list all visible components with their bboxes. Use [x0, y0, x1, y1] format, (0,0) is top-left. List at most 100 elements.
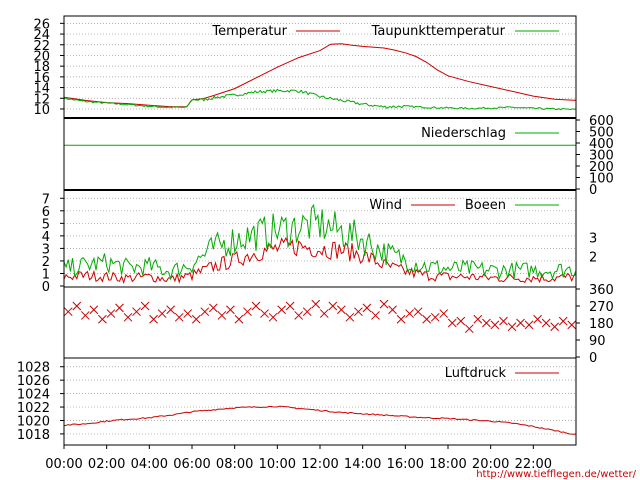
xtick-label-6: 12:00	[301, 457, 338, 472]
ytick-label-wind-4: 4	[42, 230, 50, 245]
scatter-mark-wind_direction-14	[183, 309, 193, 318]
scatter-mark-wind_direction-53	[516, 318, 525, 328]
scatter-mark-wind_direction-33	[345, 312, 355, 322]
ytick-label-wind_direction-3: 270	[589, 300, 614, 315]
xtick-label-1: 02:00	[88, 457, 125, 472]
xtick-label-0: 00:00	[45, 457, 82, 472]
ytick-label-wind-2: 2	[42, 255, 50, 270]
xtick-label-3: 06:00	[173, 457, 210, 472]
scatter-mark-wind_direction-52	[507, 322, 517, 332]
source-url: http://www.tiefflegen.de/wetter/	[476, 469, 636, 480]
scatter-mark-wind_direction-36	[371, 311, 380, 320]
ytick-label-precipitation-3: 300	[589, 149, 614, 164]
right-tick-label-wind-0: 2	[589, 251, 597, 266]
scatter-mark-wind_direction-23	[260, 309, 269, 318]
ytick-label-pressure-2: 1022	[17, 401, 50, 416]
scatter-mark-wind_direction-40	[405, 309, 414, 318]
scatter-mark-wind_direction-54	[524, 320, 534, 330]
xtick-label-10: 20:00	[472, 457, 509, 472]
legend-label-luftdruck: Luftdruck	[445, 366, 507, 381]
legend-label-niederschlag: Niederschlag	[421, 126, 506, 141]
scatter-mark-wind_direction-37	[379, 299, 389, 309]
ytick-label-wind-1: 1	[42, 267, 50, 282]
ytick-label-temperature-5: 20	[33, 49, 50, 64]
series-line-pressure-0	[63, 405, 577, 435]
scatter-mark-wind_direction-31	[328, 301, 338, 311]
xtick-label-8: 16:00	[387, 457, 424, 472]
scatter-mark-wind_direction-12	[166, 305, 176, 315]
ytick-label-wind_direction-2: 180	[589, 317, 614, 332]
scatter-mark-wind_direction-15	[191, 314, 201, 324]
ytick-label-pressure-1: 1020	[17, 414, 50, 429]
scatter-mark-wind_direction-38	[388, 305, 397, 315]
right-tick-label-wind-1: 3	[589, 232, 597, 247]
ytick-label-pressure-0: 1018	[17, 428, 50, 443]
scatter-mark-wind_direction-32	[336, 305, 346, 315]
scatter-mark-wind_direction-21	[243, 307, 252, 317]
legend-label-wind: Wind	[369, 198, 402, 213]
ytick-label-temperature-4: 18	[33, 60, 50, 75]
scatter-mark-wind_direction-48	[473, 314, 483, 324]
ytick-label-pressure-5: 1028	[17, 361, 50, 376]
ytick-label-wind-3: 3	[42, 242, 50, 257]
ytick-label-precipitation-6: 600	[589, 114, 614, 129]
scatter-mark-wind_direction-51	[499, 316, 508, 326]
ytick-label-temperature-8: 26	[33, 17, 50, 32]
scatter-mark-wind_direction-1	[72, 301, 82, 311]
scatter-mark-wind_direction-4	[98, 314, 107, 324]
scatter-mark-wind_direction-22	[251, 301, 261, 311]
scatter-mark-wind_direction-13	[174, 312, 184, 322]
scatter-mark-wind_direction-3	[89, 305, 99, 315]
ytick-label-wind_direction-4: 360	[589, 283, 614, 298]
ytick-label-wind_direction-1: 90	[589, 334, 606, 349]
ytick-label-temperature-3: 16	[33, 71, 50, 86]
scatter-mark-wind_direction-17	[208, 303, 218, 313]
scatter-mark-wind_direction-19	[226, 305, 235, 315]
scatter-mark-wind_direction-16	[200, 307, 210, 317]
series-line-temperature-1	[63, 88, 577, 111]
scatter-mark-wind_direction-10	[149, 314, 158, 324]
ytick-label-wind-0: 0	[42, 280, 50, 295]
scatter-mark-wind_direction-55	[533, 314, 542, 324]
scatter-mark-wind_direction-2	[80, 311, 90, 320]
ytick-label-pressure-3: 1024	[17, 388, 50, 403]
scatter-mark-wind_direction-26	[285, 301, 295, 311]
scatter-mark-wind_direction-5	[106, 309, 116, 318]
scatter-mark-wind_direction-56	[541, 318, 551, 328]
scatter-mark-wind_direction-27	[294, 311, 304, 320]
scatter-mark-wind_direction-9	[140, 301, 150, 311]
ytick-label-precipitation-5: 500	[589, 126, 614, 141]
scatter-mark-wind_direction-30	[319, 309, 329, 318]
ytick-label-wind-5: 5	[42, 217, 50, 232]
ytick-label-precipitation-1: 100	[589, 172, 614, 187]
scatter-mark-wind_direction-49	[482, 318, 491, 328]
legend-label-temperatur: Temperatur	[211, 24, 287, 39]
xtick-label-2: 04:00	[131, 457, 168, 472]
xtick-label-7: 14:00	[344, 457, 381, 472]
scatter-mark-wind_direction-11	[157, 309, 167, 318]
ytick-label-temperature-0: 10	[33, 103, 50, 118]
legend-label-boeen: Boeen	[465, 198, 506, 213]
xtick-label-9: 18:00	[429, 457, 466, 472]
legend-label-taupunkttemperatur: Taupunkttemperatur	[371, 24, 506, 39]
xtick-label-5: 10:00	[259, 457, 296, 472]
scatter-mark-wind_direction-44	[439, 309, 449, 318]
scatter-mark-wind_direction-34	[354, 307, 363, 317]
panel-pressure	[60, 357, 577, 446]
scatter-mark-wind_direction-8	[132, 307, 141, 317]
scatter-mark-wind_direction-18	[217, 311, 227, 320]
ytick-label-wind-6: 6	[42, 205, 50, 220]
ytick-label-pressure-4: 1026	[17, 374, 50, 389]
ytick-label-precipitation-4: 400	[589, 137, 614, 152]
scatter-mark-wind_direction-7	[123, 312, 133, 322]
scatter-mark-wind_direction-6	[115, 303, 124, 313]
scatter-mark-wind_direction-50	[490, 320, 500, 330]
series-line-wind-0	[63, 236, 577, 285]
scatter-mark-wind_direction-28	[302, 307, 312, 317]
scatter-mark-wind_direction-43	[430, 312, 440, 322]
ytick-label-wind-7: 7	[42, 192, 50, 207]
scatter-mark-wind_direction-39	[396, 314, 406, 324]
scatter-mark-wind_direction-35	[362, 303, 372, 313]
